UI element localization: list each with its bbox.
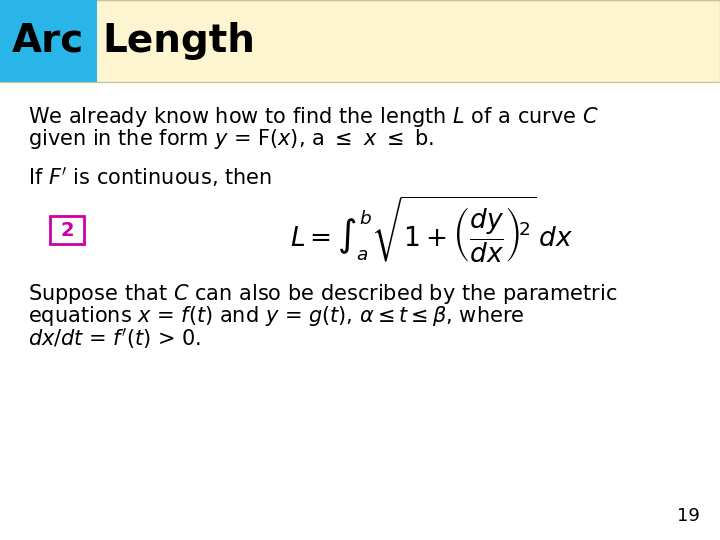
Text: $dx/dt$ = $f'$($t$) > 0.: $dx/dt$ = $f'$($t$) > 0. (28, 326, 201, 351)
Text: equations $x$ = $f$($t$) and $y$ = $g$($t$), $\alpha \leq t \leq \beta$, where: equations $x$ = $f$($t$) and $y$ = $g$($… (28, 304, 524, 328)
Text: We already know how to find the length $L$ of a curve $C$: We already know how to find the length $… (28, 105, 598, 129)
Text: If $F'$ is continuous, then: If $F'$ is continuous, then (28, 165, 272, 189)
Text: 19: 19 (677, 507, 700, 525)
Bar (0, 0, 720, 82)
Text: Arc: Arc (12, 22, 84, 60)
Text: given in the form $y$ = F($x$), a $\leq$ $x$ $\leq$ b.: given in the form $y$ = F($x$), a $\leq$… (28, 127, 434, 151)
Text: Suppose that $C$ can also be described by the parametric: Suppose that $C$ can also be described b… (28, 282, 617, 306)
Text: 2: 2 (60, 220, 74, 240)
Bar (50, 216, 84, 244)
Bar (0, 0, 97, 82)
Text: $L = \int_a^b \sqrt{1 + \left(\dfrac{dy}{dx}\right)^{\!2}}\, dx$: $L = \int_a^b \sqrt{1 + \left(\dfrac{dy}… (290, 194, 573, 265)
Text: Length: Length (102, 22, 255, 60)
